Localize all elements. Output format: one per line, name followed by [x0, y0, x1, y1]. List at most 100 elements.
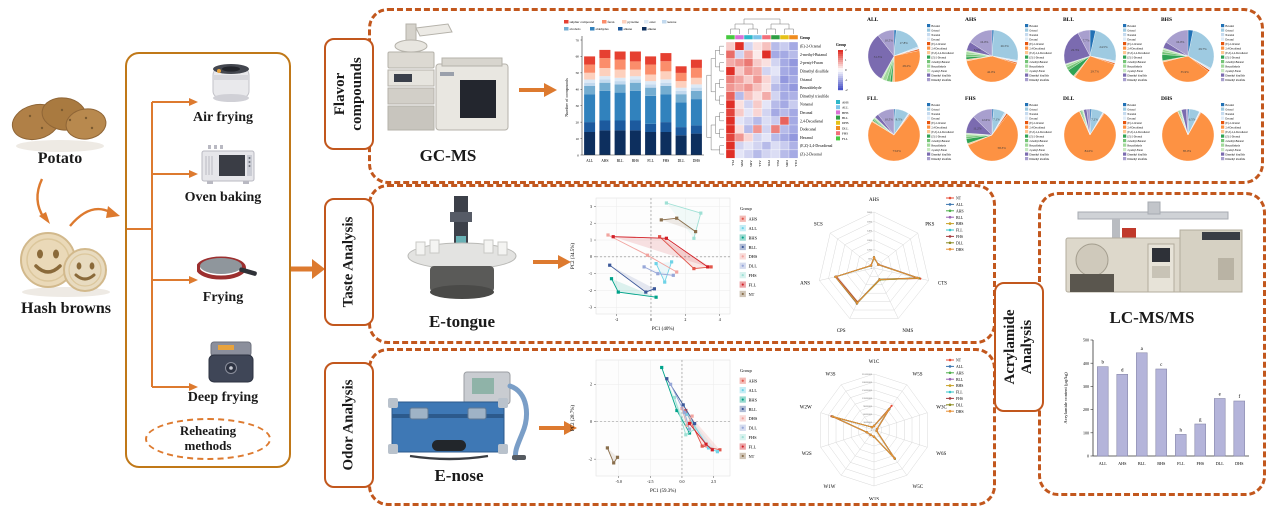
- svg-text:PC1 (59.3%): PC1 (59.3%): [650, 489, 676, 494]
- svg-text:DHS: DHS: [785, 160, 789, 167]
- taste-pca-chart: -2 0 2 4 -3 -2 -1 0 1 2 3 PC1 (40%) PC2 (34.5%) Group…: [560, 190, 792, 340]
- pie-chart-DHS: DHS 6.5% 85.0% Hexanal Octanal Nonanal Decanal…: [1158, 91, 1256, 170]
- svg-text:6000000: 6000000: [863, 413, 873, 416]
- svg-text:58.3%: 58.3%: [998, 146, 1007, 150]
- odor-analysis-label-box: Odor Analysis: [324, 362, 374, 488]
- arrow-etongue-to-charts: [533, 255, 571, 269]
- svg-text:73.0%: 73.0%: [893, 149, 902, 153]
- pie-chart-BHS: BHS 29.7% 35.9% 16.0% Hexanal Octanal Nonanal D…: [1158, 12, 1256, 91]
- arrow-gcms-to-charts: [519, 83, 557, 97]
- svg-text:NT: NT: [749, 454, 755, 459]
- pie-chart-BLL: BLL 24.5% 29.7% 22.3% 7.7% Hexanal Octanal Nona…: [1060, 12, 1158, 91]
- svg-text:2,4-Decadienal: 2,4-Decadienal: [800, 119, 823, 124]
- svg-text:2-methyl-Butanal: 2-methyl-Butanal: [1029, 61, 1048, 64]
- svg-text:Dodecanal: Dodecanal: [800, 128, 816, 132]
- svg-text:BHS: BHS: [956, 222, 963, 226]
- svg-text:Group: Group: [800, 36, 810, 40]
- svg-text:Benzaldehyde: Benzaldehyde: [1225, 144, 1241, 147]
- svg-text:DLL: DLL: [956, 403, 964, 407]
- svg-text:2-pentyl-Furan: 2-pentyl-Furan: [1127, 149, 1143, 152]
- arrow-potato-to-hashbrowns: [36, 178, 50, 224]
- svg-text:1800: 1800: [867, 239, 873, 242]
- svg-text:Hexanal: Hexanal: [1127, 25, 1136, 28]
- svg-text:22.3%: 22.3%: [1071, 48, 1080, 52]
- svg-text:100: 100: [1083, 430, 1089, 435]
- svg-text:(E,Z)-2,4-Decadienal: (E,Z)-2,4-Decadienal: [931, 131, 953, 134]
- svg-text:Dimethyl trisulfide: Dimethyl trisulfide: [1029, 158, 1050, 161]
- svg-text:BHS: BHS: [632, 159, 639, 163]
- svg-text:(E)-2-Octenal: (E)-2-Octenal: [1029, 43, 1044, 46]
- svg-text:2-pentyl-Furan: 2-pentyl-Furan: [1225, 149, 1241, 152]
- svg-text:2: 2: [845, 48, 847, 52]
- svg-text:Hexanal: Hexanal: [1225, 25, 1234, 28]
- svg-text:2: 2: [590, 382, 592, 387]
- svg-text:aldehydes: aldehydes: [596, 27, 610, 31]
- svg-text:84.0%: 84.0%: [1085, 149, 1094, 153]
- svg-text:DHS: DHS: [1161, 96, 1172, 102]
- svg-text:4: 4: [719, 317, 721, 322]
- svg-text:Nonanal: Nonanal: [800, 103, 813, 107]
- svg-text:Decanal: Decanal: [931, 38, 940, 41]
- svg-text:2,4-Decadienal: 2,4-Decadienal: [1127, 47, 1143, 50]
- svg-text:1: 1: [845, 58, 847, 62]
- svg-text:BHS: BHS: [749, 235, 758, 240]
- flavor-compounds-label-box: Flavor compounds: [324, 38, 374, 150]
- lcmsms-instrument-image: [1065, 201, 1243, 293]
- svg-text:W1S: W1S: [869, 498, 879, 501]
- svg-text:Hexanal: Hexanal: [931, 104, 940, 107]
- svg-text:BHS: BHS: [842, 111, 849, 115]
- svg-text:CPS: CPS: [837, 329, 846, 334]
- svg-text:ALL: ALL: [758, 160, 762, 167]
- svg-text:DHS: DHS: [842, 121, 849, 125]
- taste-radar-chart: AHS PKS CTS NMS CPS ANS SCS 0 600 1200 1800 2400 300…: [798, 188, 988, 338]
- enose-caption: E-nose: [434, 466, 484, 485]
- lcmsms-caption: LC-MS/MS: [1109, 308, 1195, 327]
- svg-text:Dimethyl trisulfide: Dimethyl trisulfide: [1225, 79, 1246, 82]
- svg-text:DHS: DHS: [956, 248, 964, 252]
- air-frying-label: Air frying: [192, 110, 253, 125]
- svg-text:W3S: W3S: [826, 373, 836, 378]
- svg-text:2-pentyl-Furan: 2-pentyl-Furan: [800, 61, 823, 65]
- svg-text:300: 300: [1083, 384, 1089, 389]
- svg-text:(E)-2-Octenal: (E)-2-Octenal: [1029, 122, 1044, 125]
- svg-text:alcohols: alcohols: [570, 27, 582, 31]
- svg-text:2-methyl-Butanal: 2-methyl-Butanal: [1225, 61, 1244, 64]
- potato-image: [11, 97, 107, 152]
- svg-text:BLL: BLL: [749, 407, 758, 412]
- svg-text:Benzaldehyde: Benzaldehyde: [931, 65, 947, 68]
- svg-text:W2W: W2W: [800, 405, 812, 410]
- svg-text:Hexanal: Hexanal: [800, 136, 813, 140]
- svg-text:DLL: DLL: [842, 126, 848, 130]
- svg-text:Decanal: Decanal: [1127, 117, 1136, 120]
- svg-text:10.5%: 10.5%: [885, 118, 894, 122]
- svg-text:Benzaldehyde: Benzaldehyde: [1225, 65, 1241, 68]
- svg-text:FHS: FHS: [965, 96, 976, 102]
- svg-text:Benzaldehyde: Benzaldehyde: [1127, 65, 1143, 68]
- svg-text:-5.0: -5.0: [616, 479, 622, 484]
- svg-text:FLL: FLL: [749, 444, 757, 449]
- svg-text:AHS: AHS: [956, 209, 964, 213]
- svg-text:Nonanal: Nonanal: [1127, 34, 1136, 37]
- svg-text:AHS: AHS: [749, 379, 758, 384]
- svg-text:BLL: BLL: [617, 159, 624, 163]
- svg-text:(E,Z)-2,4-Decadienal: (E,Z)-2,4-Decadienal: [931, 52, 953, 55]
- svg-text:DLL: DLL: [1063, 96, 1075, 102]
- svg-text:BLL: BLL: [842, 116, 848, 120]
- svg-text:FHS: FHS: [1196, 461, 1204, 466]
- svg-text:Dimethyl disulfide: Dimethyl disulfide: [1225, 153, 1245, 156]
- svg-text:Dimethyl disulfide: Dimethyl disulfide: [800, 70, 829, 74]
- svg-text:(Z)-2-Decenal: (Z)-2-Decenal: [931, 135, 946, 138]
- potato-label: Potato: [37, 150, 83, 167]
- svg-text:5.5%: 5.5%: [974, 48, 981, 52]
- svg-text:Octanal: Octanal: [1029, 108, 1037, 111]
- svg-text:Benzaldehyde: Benzaldehyde: [1127, 144, 1143, 147]
- svg-text:d: d: [1121, 368, 1124, 373]
- svg-text:Dimethyl disulfide: Dimethyl disulfide: [1127, 74, 1147, 77]
- svg-text:29.7%: 29.7%: [1198, 47, 1207, 51]
- svg-text:b: b: [1102, 361, 1105, 366]
- svg-text:Dimethyl disulfide: Dimethyl disulfide: [1029, 74, 1049, 77]
- svg-text:g: g: [1199, 418, 1202, 423]
- svg-text:Octanal: Octanal: [1225, 108, 1233, 111]
- svg-text:FLL: FLL: [867, 96, 878, 102]
- svg-text:Dimethyl trisulfide: Dimethyl trisulfide: [1127, 158, 1148, 161]
